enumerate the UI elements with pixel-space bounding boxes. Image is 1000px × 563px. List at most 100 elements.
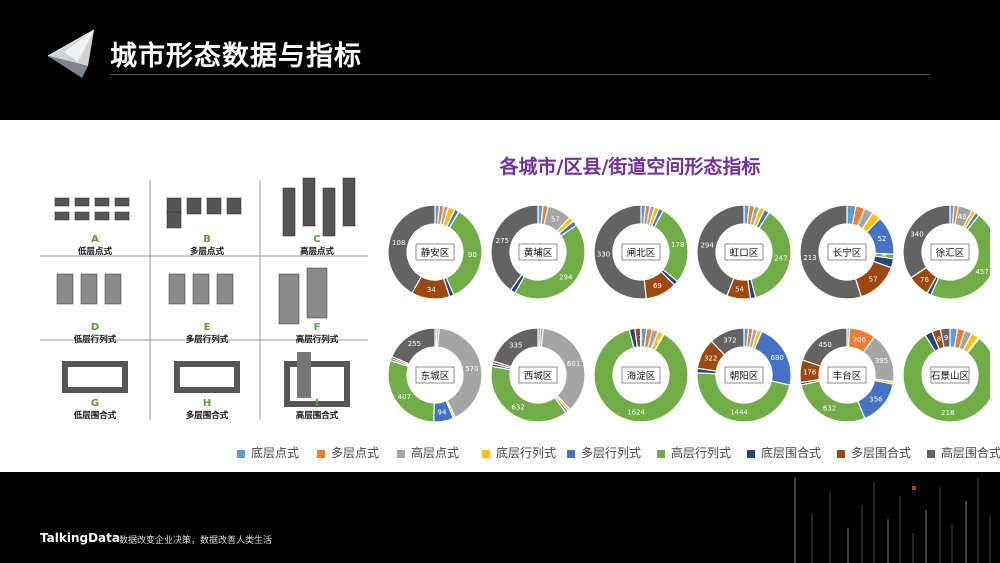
- slice-label: 275: [496, 237, 509, 245]
- legend-label: 底层围合式: [761, 446, 822, 460]
- legend-swatch: [317, 449, 325, 458]
- legend-swatch: [927, 449, 935, 458]
- donut-slice: [902, 204, 951, 279]
- donut-chart: 570 94 407 255 东城区: [387, 327, 483, 423]
- slice-label: 49: [958, 213, 967, 221]
- donut-chart: 178 69 330 闸北区: [593, 204, 689, 300]
- donut-slice: [750, 211, 792, 299]
- slice-label: 247: [774, 254, 787, 262]
- legend-swatch: [397, 449, 405, 458]
- legend-label: 高层点式: [411, 446, 460, 460]
- slice-label: 356: [869, 395, 883, 403]
- legend-item: 高层点式: [397, 444, 459, 461]
- donut-slice: [387, 204, 436, 294]
- donut-chart: 57 294 275 黄埔区: [490, 204, 586, 300]
- slice-label: 601: [567, 360, 580, 368]
- title-divider: [110, 74, 930, 75]
- brand-name: TalkingData: [40, 531, 120, 545]
- form-name: 低层点式: [77, 246, 113, 257]
- donut-slice: [593, 204, 647, 300]
- donut-name: 虹口区: [730, 248, 759, 259]
- slice-label: 294: [559, 274, 573, 282]
- legend-item: 底层点式: [237, 444, 299, 461]
- form-letter: I: [315, 398, 319, 409]
- donut-slice: [799, 204, 862, 300]
- form-name: 低层围合式: [73, 410, 117, 421]
- donut-name: 西城区: [524, 371, 553, 382]
- legend-item: 多层行列式: [567, 444, 641, 461]
- donut-slice: [445, 210, 483, 296]
- slice-label: 176: [803, 368, 817, 376]
- legend-swatch: [837, 449, 845, 458]
- slice-label: 57: [551, 215, 560, 223]
- donut-chart: 52 6 57 213 长宁区: [799, 204, 895, 300]
- slice-label: 3: [639, 334, 643, 342]
- slice-label: 69: [653, 282, 662, 290]
- donut-center-box: [518, 243, 558, 261]
- donut-slice: [696, 204, 745, 297]
- legend-item: 高层围合式: [927, 444, 1000, 461]
- form-letter: G: [91, 398, 99, 409]
- slice-label: 255: [408, 340, 421, 348]
- donut-chart: 680 1444 322 372 朝阳区: [696, 327, 792, 423]
- form-letter: E: [204, 322, 211, 333]
- donut-name: 朝阳区: [730, 371, 759, 382]
- donut-center-box: [621, 366, 661, 384]
- chart-legend: 底层点式 多层点式 高层点式 底层行列式 多层行列式 高层行列式 底层围合式 多层围合式 高层围…: [237, 444, 1000, 464]
- donut-name: 海淀区: [627, 370, 656, 382]
- slice-label: 457: [975, 268, 988, 276]
- donut-center-box: [930, 366, 970, 384]
- brand-tagline: 数据改变企业决策，数据改善人类生活: [119, 536, 273, 546]
- content-panel: 各城市/区县/街道空间形态指标 A 低层点式 B 多层点式 C 高层点式 D 低层行列式 E 多层…: [0, 120, 1000, 472]
- slice-label: 94: [438, 408, 447, 416]
- donut-center-box: [827, 243, 867, 261]
- form-name: 多层行列式: [186, 334, 229, 345]
- slice-label: 9: [944, 334, 948, 342]
- donut-chart: 247 54 294 虹口区: [696, 204, 792, 300]
- legend-item: 高层行列式: [657, 444, 731, 461]
- page-title: 城市形态数据与指标: [110, 41, 362, 72]
- donut-slice: [800, 380, 866, 423]
- donut-name: 丰台区: [833, 370, 862, 382]
- form-letter: F: [314, 322, 321, 333]
- donut-center-box: [827, 366, 867, 384]
- slice-label: 8: [937, 336, 941, 344]
- form-name: 多层点式: [190, 246, 225, 257]
- legend-item: 底层围合式: [747, 444, 821, 461]
- donut-slice: [492, 327, 539, 368]
- slice-label: 108: [392, 239, 405, 247]
- legend-label: 多层围合式: [851, 446, 912, 460]
- legend-item: 多层围合式: [837, 444, 911, 461]
- slice-label: 178: [671, 241, 684, 249]
- donut-chart: 516243海淀区: [593, 327, 689, 423]
- footer-bar: TalkingData 数据改变企业决策，数据改善人类生活: [0, 472, 1000, 563]
- slice-label: 570: [465, 365, 478, 373]
- legend-item: 多层点式: [317, 444, 379, 461]
- header-bar: 城市形态数据与指标: [0, 0, 1000, 120]
- slice-label: 54: [735, 286, 744, 294]
- slice-label: 52: [877, 235, 886, 243]
- form-letter: B: [203, 234, 211, 245]
- skyline-dot: [912, 486, 916, 490]
- slice-label: 632: [823, 405, 836, 413]
- donut-slice: [930, 214, 990, 300]
- form-letter: C: [313, 234, 320, 245]
- slice-label: 206: [853, 336, 867, 344]
- form-name: 高层行列式: [296, 334, 339, 345]
- slice-label: 632: [511, 403, 524, 411]
- donut-slice: [801, 327, 848, 367]
- form-name: 多层围合式: [186, 410, 229, 421]
- legend-swatch: [657, 449, 665, 458]
- donut-center-box: [621, 243, 661, 261]
- donut-name: 石景山区: [931, 371, 970, 382]
- legend-label: 多层点式: [331, 446, 380, 460]
- donut-slice: [490, 204, 539, 292]
